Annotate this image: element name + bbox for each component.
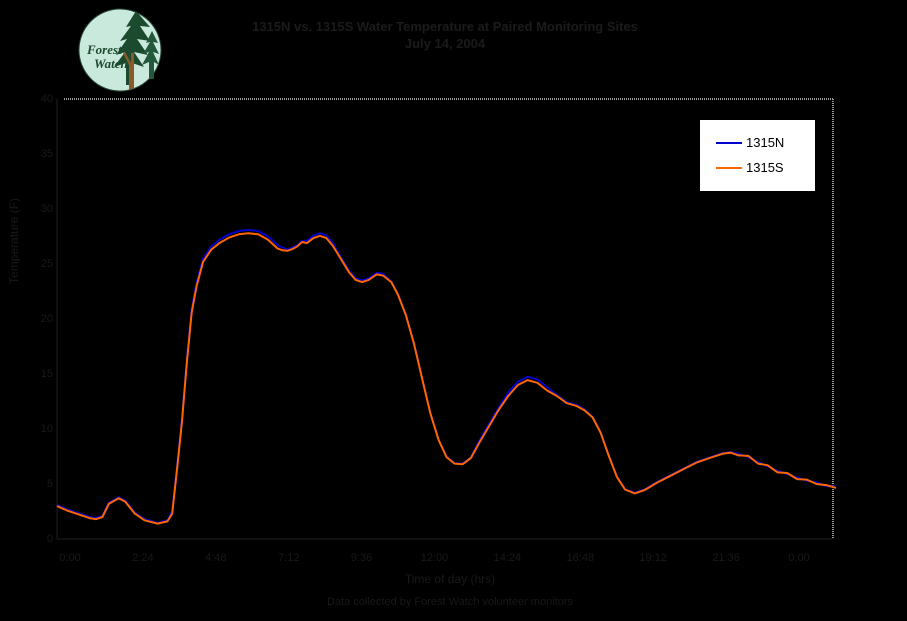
y-tick-label: 0 [46, 533, 53, 545]
legend: 1315N 1315S [699, 119, 816, 192]
pine-tree-icon [114, 11, 159, 89]
x-tick-label: 0:00 [59, 552, 81, 564]
logo-text-forest: Forest [86, 42, 122, 57]
y-tick-label: 40 [40, 93, 53, 105]
forest-watch-logo: Forest Watch [74, 5, 166, 97]
x-tick-label: 7:12 [277, 552, 300, 564]
legend-item-1315n: 1315N [700, 134, 815, 150]
x-tick-label: 9:36 [350, 552, 373, 564]
y-tick-label: 20 [40, 313, 53, 325]
chart-title-line1: 1315N vs. 1315S Water Temperature at Pai… [252, 19, 638, 34]
x-tick-label: 4:48 [205, 552, 227, 564]
y-tick-label: 15 [40, 368, 53, 380]
chart-title-line2: July 14, 2004 [404, 36, 486, 51]
y-tick-label: 25 [40, 258, 53, 270]
x-axis-title: Time of day (hrs) [404, 572, 496, 586]
x-tick-label: 14:24 [493, 552, 522, 564]
legend-label-1315n: 1315N [746, 134, 785, 150]
x-tick-label: 19:12 [639, 552, 667, 564]
x-tick-label: 12:00 [420, 552, 449, 564]
y-axis-title: Temperature (F) [7, 197, 21, 284]
y-tick-label: 35 [40, 148, 53, 160]
x-tick-label: 2:24 [132, 552, 154, 564]
y-tick-label: 5 [46, 478, 53, 490]
series-line-1315S [56, 232, 837, 525]
forest-watch-logo-image: Forest Watch [78, 8, 162, 92]
x-tick-label: 16:48 [566, 552, 595, 564]
x-tick-label: 21:36 [712, 552, 740, 564]
series-line-swatch-orange [716, 167, 742, 170]
logo-text-watch: Watch [94, 56, 128, 71]
x-tick-label: 0:00 [788, 552, 810, 564]
series-line-1315N [56, 228, 836, 524]
series-line-swatch-blue [716, 141, 742, 144]
legend-item-1315s: 1315S [700, 161, 815, 175]
legend-label-1315s: 1315S [746, 160, 784, 176]
chart-caption: Data collected by Forest Watch volunteer… [327, 596, 573, 608]
chart-title: 1315N vs. 1315S Water Temperature at Pai… [95, 18, 795, 52]
y-tick-label: 30 [40, 203, 53, 215]
y-tick-label: 10 [40, 423, 53, 435]
